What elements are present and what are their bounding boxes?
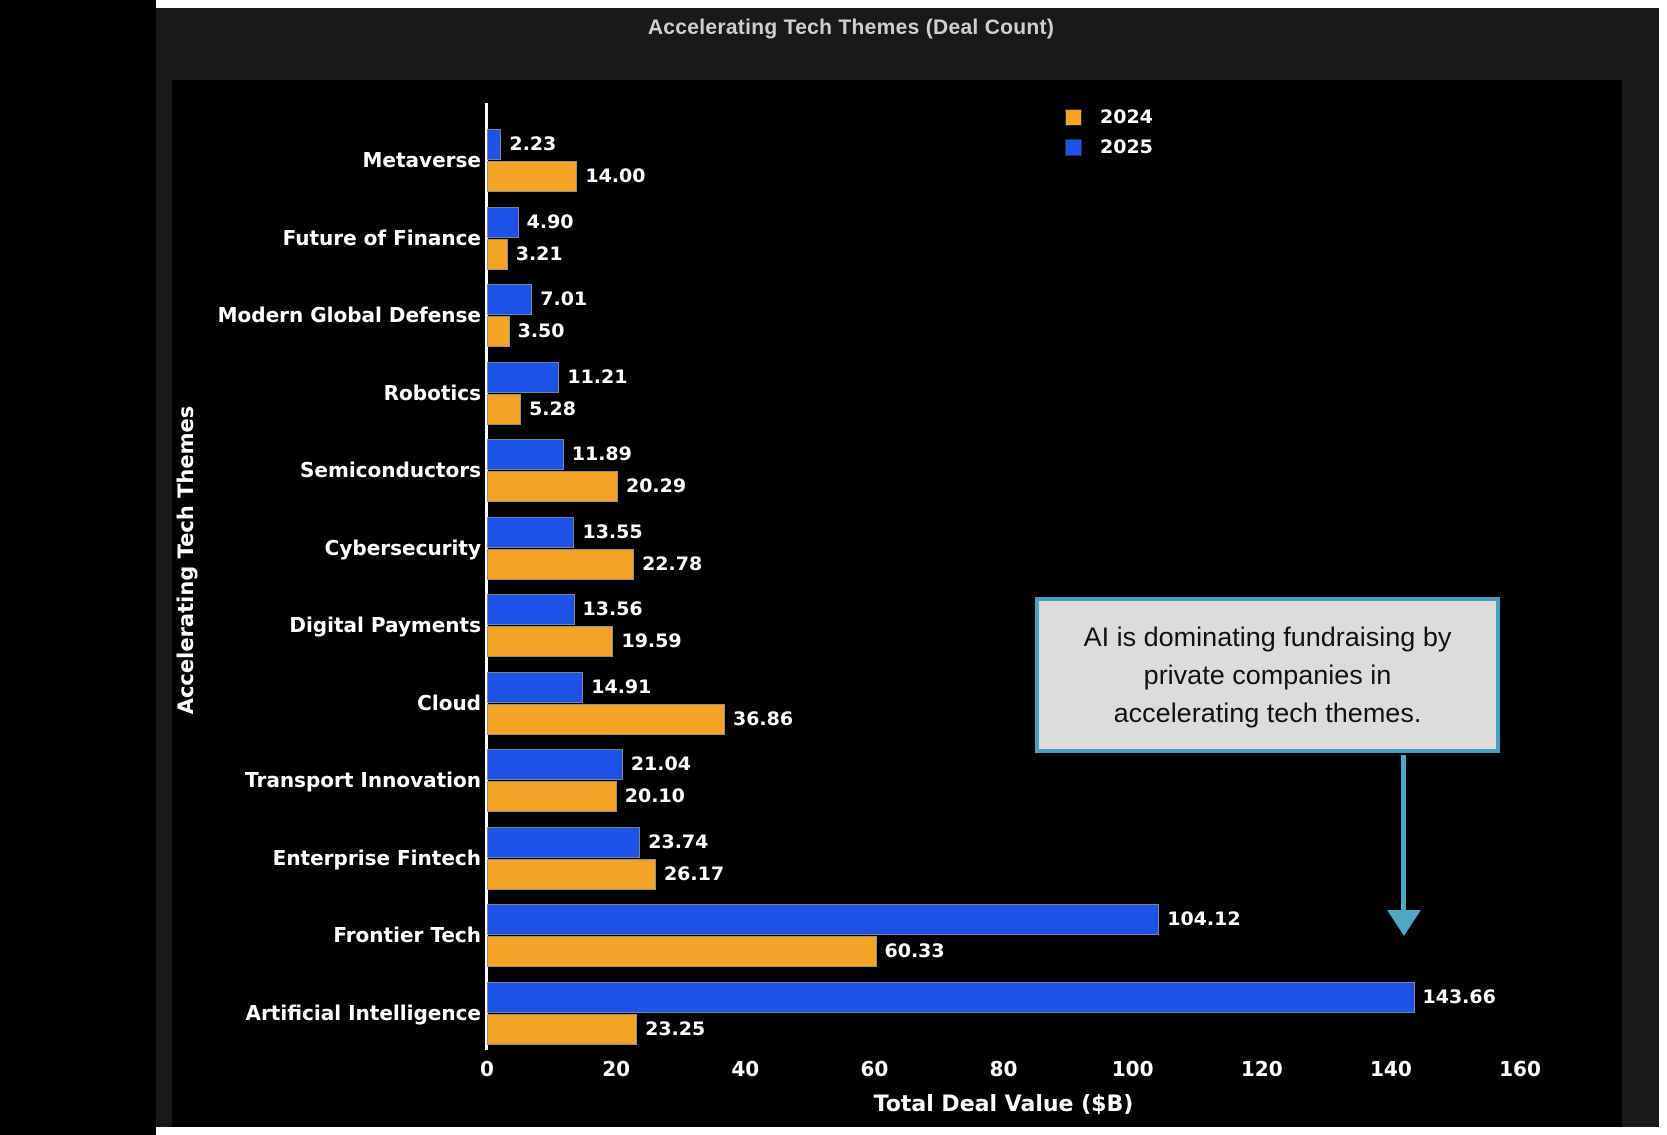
x-axis-tick-label: 60	[860, 1057, 889, 1081]
category-label: Metaverse	[362, 148, 481, 172]
bar-value-label: 3.21	[515, 242, 563, 265]
bar-2025	[487, 439, 564, 470]
bar-2025	[487, 594, 575, 625]
category-label: Cybersecurity	[324, 535, 481, 560]
category-label: Robotics	[383, 380, 481, 405]
x-axis-tick-label: 100	[1111, 1057, 1154, 1081]
category-label: Cloud	[417, 690, 481, 715]
x-axis-tick-label: 20	[602, 1057, 631, 1081]
bar-value-label: 143.66	[1422, 985, 1496, 1008]
bar-2024	[487, 393, 522, 425]
bar-value-label: 13.56	[582, 598, 643, 620]
bar-2024	[487, 548, 635, 580]
category-label: Digital Payments	[289, 613, 481, 637]
legend-label: 2024	[1100, 106, 1153, 128]
bar-2025	[487, 516, 575, 548]
category-label: Modern Global Defense	[217, 303, 481, 327]
bar-2025	[487, 749, 623, 780]
left-black-strip	[0, 0, 156, 1135]
category-label: Artificial Intelligence	[245, 1000, 481, 1025]
x-axis-tick-label: 0	[480, 1057, 494, 1081]
legend: 2024 2025	[1065, 102, 1153, 162]
legend-label: 2025	[1100, 136, 1153, 158]
bar-2024	[487, 703, 725, 735]
bar-2025	[487, 981, 1415, 1013]
bar-value-label: 21.04	[630, 753, 691, 775]
bar-value-label: 22.78	[642, 552, 703, 575]
bar-chart-figure: Accelerating Tech Themes Total Deal Valu…	[172, 80, 1622, 1127]
bar-2024	[487, 316, 510, 347]
x-axis-tick-label: 40	[731, 1057, 760, 1081]
legend-row: 2025	[1065, 132, 1153, 162]
bar-2024	[487, 161, 578, 192]
y-axis-spine	[485, 103, 488, 1050]
bar-value-label: 5.28	[529, 397, 576, 420]
bar-2024	[487, 471, 618, 502]
x-axis-tick-label: 80	[989, 1057, 1018, 1081]
legend-swatch-2025	[1065, 138, 1082, 156]
bar-2025	[487, 826, 641, 858]
category-label: Frontier Tech	[333, 923, 481, 947]
annotation-text-line: private companies in	[1143, 660, 1392, 690]
bar-value-label: 60.33	[884, 940, 945, 962]
bar-2025	[487, 206, 519, 238]
x-axis-tick-label: 120	[1240, 1057, 1283, 1081]
category-label: Enterprise Fintech	[272, 845, 481, 870]
bar-2024	[487, 858, 656, 890]
bar-2024	[487, 781, 617, 812]
bar-2025	[487, 361, 560, 393]
bar-2025	[487, 671, 584, 703]
annotation-box: AI is dominating fundraising by private c…	[1035, 597, 1500, 753]
bar-value-label: 14.91	[591, 675, 652, 698]
bar-value-label: 13.55	[582, 520, 643, 543]
bar-value-label: 7.01	[540, 288, 588, 310]
bar-value-label: 4.90	[526, 210, 574, 233]
legend-row: 2024	[1065, 102, 1153, 132]
bar-value-label: 23.25	[645, 1017, 706, 1040]
bar-2024	[487, 238, 508, 270]
x-axis-tick-label: 160	[1499, 1057, 1541, 1081]
bar-value-label: 2.23	[509, 133, 557, 155]
category-label: Semiconductors	[300, 458, 481, 482]
chart-title: Accelerating Tech Themes (Deal Count)	[647, 16, 1055, 39]
annotation-text-line: AI is dominating fundraising by	[1083, 622, 1452, 652]
plot-area: Total Deal Value ($B) Metaverse 2.23 14.00…	[218, 103, 1612, 1117]
annotation-text-line: accelerating tech themes.	[1113, 698, 1422, 728]
bar-2024	[487, 936, 877, 967]
bar-value-label: 3.50	[517, 320, 565, 342]
x-axis-tick-label: 140	[1370, 1057, 1412, 1081]
bar-value-label: 26.17	[663, 862, 725, 885]
category-label: Future of Finance	[282, 225, 481, 250]
slide-background: Accelerating Tech Themes (Deal Count) Ac…	[156, 8, 1659, 1127]
bar-value-label: 36.86	[732, 707, 794, 730]
bar-2025	[487, 904, 1160, 935]
annotation-arrow-head-icon	[1387, 910, 1421, 936]
bar-value-label: 19.59	[621, 630, 682, 652]
bar-2025	[487, 129, 502, 160]
bar-value-label: 20.10	[624, 785, 685, 807]
bar-2025	[487, 284, 533, 315]
bar-value-label: 14.00	[585, 165, 646, 187]
bar-value-label: 11.89	[571, 443, 632, 465]
bar-2024	[487, 1013, 638, 1045]
bar-value-label: 11.21	[567, 365, 628, 388]
bar-value-label: 104.12	[1167, 908, 1241, 930]
category-label: Transport Innovation	[245, 768, 481, 792]
x-axis-label: Total Deal Value ($B)	[873, 1092, 1134, 1117]
bar-value-label: 20.29	[625, 475, 687, 497]
bar-2024	[487, 626, 614, 657]
annotation-arrow-line	[1401, 755, 1406, 912]
legend-swatch-2024	[1065, 108, 1082, 126]
bar-value-label: 23.74	[648, 830, 709, 853]
